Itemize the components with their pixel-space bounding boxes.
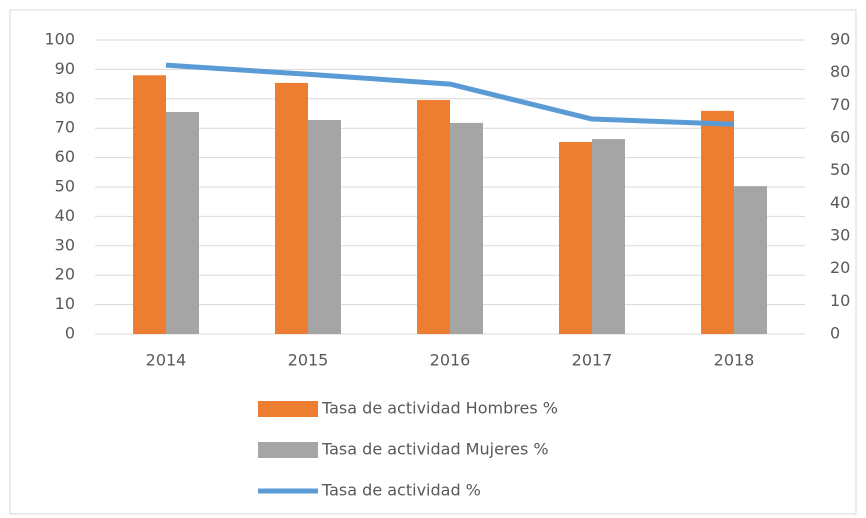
y-tick-label: 70 — [55, 118, 75, 137]
y2-tick-label: 0 — [830, 324, 840, 343]
bar — [559, 142, 592, 334]
y-tick-label: 60 — [55, 147, 75, 166]
legend-swatch — [258, 401, 318, 417]
y-tick-label: 40 — [55, 206, 75, 225]
y-tick-label: 50 — [55, 177, 75, 196]
bar — [166, 112, 199, 334]
legend-label: Tasa de actividad Mujeres % — [321, 440, 549, 459]
y2-tick-label: 10 — [830, 291, 850, 310]
x-tick-label: 2018 — [714, 351, 755, 370]
y-tick-label: 30 — [55, 235, 75, 254]
y2-tick-label: 80 — [830, 62, 850, 81]
x-tick-label: 2014 — [146, 351, 187, 370]
legend-swatch — [258, 442, 318, 458]
y2-tick-label: 30 — [830, 226, 850, 245]
legend-label: Tasa de actividad % — [321, 481, 481, 500]
line — [165, 62, 735, 127]
y2-tick-label: 40 — [830, 193, 850, 212]
bar — [133, 75, 166, 334]
y-tick-label: 20 — [55, 265, 75, 284]
y-tick-label: 80 — [55, 88, 75, 107]
bar — [592, 139, 625, 334]
bar — [450, 122, 483, 335]
y2-tick-label: 90 — [830, 30, 850, 49]
bar — [701, 110, 734, 334]
x-tick-label: 2015 — [288, 351, 329, 370]
legend-label: Tasa de actividad Hombres % — [321, 399, 558, 418]
y-tick-label: 90 — [55, 59, 75, 78]
x-tick-label: 2016 — [430, 351, 471, 370]
y2-tick-label: 60 — [830, 128, 850, 147]
y2-tick-label: 50 — [830, 160, 850, 179]
y2-tick-label: 20 — [830, 258, 850, 277]
y-tick-label: 100 — [44, 30, 75, 49]
y-tick-label: 0 — [65, 324, 75, 343]
bar — [417, 99, 450, 334]
x-tick-label: 2017 — [572, 351, 613, 370]
y2-tick-label: 70 — [830, 95, 850, 114]
bar — [275, 82, 308, 334]
y-tick-label: 10 — [55, 294, 75, 313]
bar — [734, 186, 767, 334]
bar — [308, 119, 341, 334]
